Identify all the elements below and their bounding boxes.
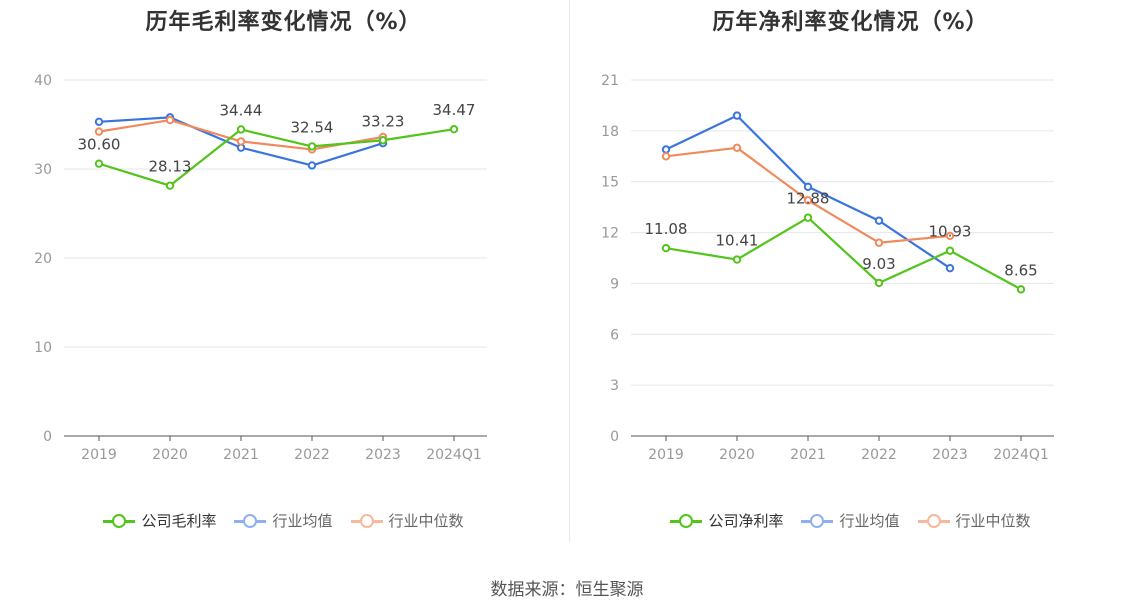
- x-tick-label: 2023: [932, 447, 968, 463]
- data-point: [732, 255, 742, 264]
- legend-label: 行业均值: [272, 512, 333, 530]
- data-point: [874, 238, 884, 247]
- data-point: [449, 125, 459, 134]
- x-tick-label: 2020: [719, 447, 755, 463]
- legend-item-company[interactable]: 公司毛利率: [103, 510, 216, 531]
- data-point: [661, 243, 671, 253]
- y-tick-label: 0: [610, 429, 619, 445]
- data-label: 9.03: [862, 255, 895, 273]
- data-point: [661, 152, 671, 161]
- y-tick-label: 0: [43, 429, 52, 445]
- legend-item-industry-mean[interactable]: 行业均值: [801, 510, 900, 531]
- data-point: [236, 125, 246, 134]
- legend-line-icon: [917, 511, 950, 531]
- y-tick-label: 30: [34, 162, 52, 178]
- x-tick-label: 2019: [648, 447, 684, 463]
- data-point: [803, 196, 813, 205]
- legend-item-industry-median[interactable]: 行业中位数: [350, 510, 464, 531]
- gross-margin-panel: 历年毛利率变化情况（%） 0 10 20 30 40 2019 2020 2021 2022 20…: [0, 0, 567, 560]
- data-point: [236, 137, 246, 146]
- legend-label: 行业中位数: [388, 512, 464, 530]
- legend-item-company[interactable]: 公司净利率: [670, 510, 783, 531]
- data-point: [165, 181, 175, 190]
- y-tick-label: 18: [601, 124, 619, 140]
- data-label: 30.60: [78, 136, 121, 154]
- data-point: [307, 161, 317, 170]
- data-label: 10.93: [929, 223, 972, 241]
- y-tick-label: 21: [601, 73, 619, 89]
- x-tick-label: 2023: [365, 447, 401, 463]
- data-point: [307, 142, 317, 151]
- data-point: [945, 246, 955, 255]
- x-tick-label: 2021: [790, 447, 826, 463]
- y-tick-label: 20: [34, 251, 52, 267]
- x-tick-label: 2024Q1: [993, 447, 1049, 463]
- x-tick-label: 2020: [152, 447, 188, 463]
- legend-line-icon: [103, 511, 136, 531]
- data-label: 34.47: [433, 101, 476, 119]
- data-point: [732, 143, 742, 153]
- y-tick-label: 6: [610, 327, 619, 343]
- series-line: [665, 216, 1022, 291]
- legend-item-industry-mean[interactable]: 行业均值: [234, 510, 333, 531]
- data-point: [94, 127, 104, 136]
- gross-margin-chart: 0 10 20 30 40 2019 2020 2021 2022 2023 2024Q1 30.60…: [34, 73, 487, 463]
- data-label: 32.54: [291, 118, 334, 136]
- data-label: 8.65: [1004, 261, 1037, 279]
- data-point: [661, 145, 671, 154]
- x-tick-label: 2019: [81, 447, 117, 463]
- data-point: [874, 278, 884, 288]
- legend: 公司毛利率 行业均值 行业中位数: [0, 510, 567, 531]
- data-point: [945, 263, 955, 273]
- y-tick-label: 3: [610, 378, 619, 394]
- data-point: [378, 136, 388, 145]
- legend-label: 行业中位数: [955, 512, 1031, 530]
- data-point: [165, 115, 175, 125]
- x-tick-label: 2022: [861, 447, 897, 463]
- legend-line-icon: [234, 511, 267, 531]
- data-point: [732, 111, 742, 120]
- data-source-note: 数据来源：恒生聚源: [490, 580, 644, 600]
- data-point: [1016, 285, 1026, 294]
- chart-title: 历年毛利率变化情况（%）: [145, 10, 422, 35]
- series-line: [98, 128, 455, 187]
- legend-label: 公司毛利率: [141, 512, 217, 530]
- legend-line-icon: [350, 511, 383, 531]
- legend-label: 公司净利率: [708, 512, 784, 530]
- data-point: [94, 159, 104, 168]
- chart-title: 历年净利率变化情况（%）: [712, 10, 989, 35]
- legend-line-icon: [670, 511, 703, 531]
- data-point: [803, 182, 813, 192]
- data-label: 28.13: [149, 158, 192, 176]
- data-label: 11.08: [645, 220, 688, 238]
- x-tick-label: 2024Q1: [426, 447, 482, 463]
- y-tick-label: 12: [601, 226, 619, 242]
- y-tick-label: 10: [34, 340, 52, 356]
- data-point: [94, 117, 104, 127]
- panel-divider: [569, 0, 570, 542]
- legend-label: 行业均值: [839, 512, 900, 530]
- y-tick-label: 15: [601, 175, 619, 191]
- legend: 公司净利率 行业均值 行业中位数: [567, 510, 1134, 531]
- data-label: 33.23: [362, 112, 405, 130]
- data-label: 12.88: [787, 190, 830, 208]
- legend-item-industry-median[interactable]: 行业中位数: [917, 510, 1031, 531]
- net-margin-chart: 0 3 6 9 12 15 18 21 2019 2020 2021 2022 2023 2024Q1 11…: [601, 73, 1054, 463]
- data-label: 34.44: [220, 101, 263, 119]
- y-tick-label: 9: [610, 276, 619, 292]
- data-label: 10.41: [716, 232, 759, 250]
- legend-line-icon: [801, 511, 834, 531]
- data-point: [945, 231, 955, 241]
- data-point: [803, 213, 813, 222]
- net-margin-panel: 历年净利率变化情况（%） 0 3 6 9 12 15 18 21 2019 2020 2021 202…: [567, 0, 1134, 560]
- x-tick-label: 2021: [223, 447, 259, 463]
- x-tick-label: 2022: [294, 447, 330, 463]
- data-point: [874, 216, 884, 225]
- y-tick-label: 40: [34, 73, 52, 89]
